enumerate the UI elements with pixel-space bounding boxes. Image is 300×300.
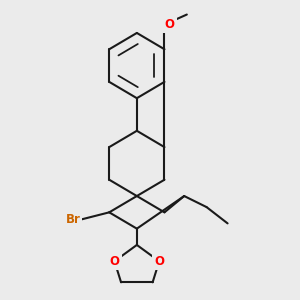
Text: O: O	[110, 255, 119, 268]
Text: O: O	[164, 18, 175, 31]
Text: O: O	[154, 255, 164, 268]
Text: Br: Br	[65, 213, 80, 226]
